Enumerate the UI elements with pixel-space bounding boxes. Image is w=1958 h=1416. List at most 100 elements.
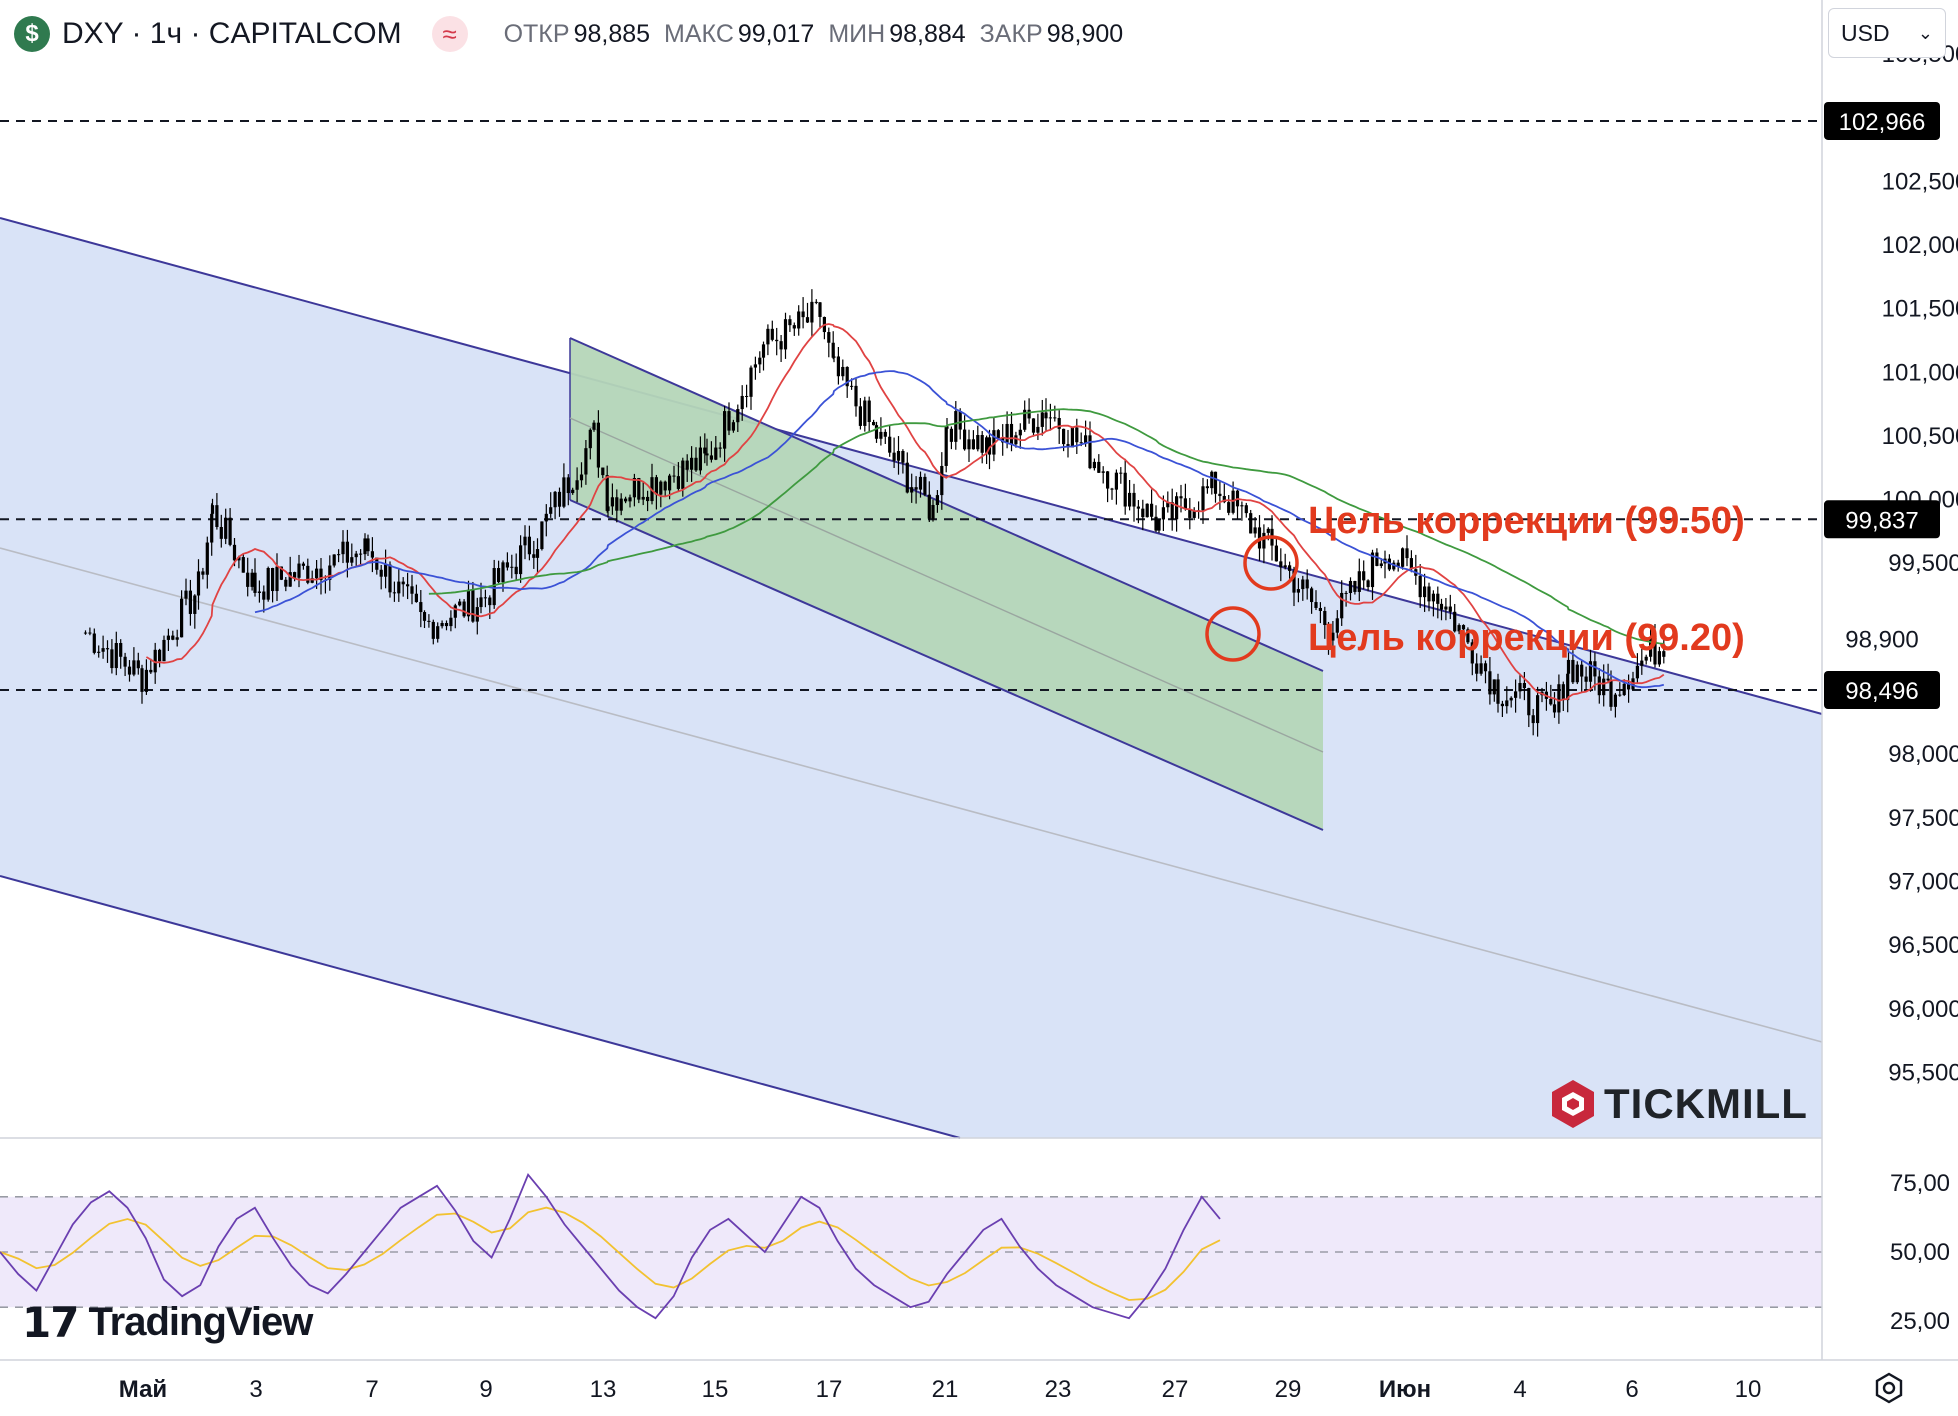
high-label: МАКС: [664, 19, 734, 48]
price-tick-label: 97,500: [1888, 805, 1958, 832]
candle-body: [1436, 593, 1440, 604]
candle-body: [705, 453, 709, 456]
candle-body: [1362, 571, 1366, 581]
candle-body: [1136, 506, 1140, 509]
price-badge-bg: [1824, 500, 1940, 539]
candle-body: [1640, 660, 1644, 666]
candle-body: [863, 400, 867, 426]
candle-body: [488, 597, 492, 606]
candle-body: [663, 481, 667, 491]
candle-body: [458, 601, 462, 606]
candle-body: [379, 569, 383, 577]
open-value: 98,885: [573, 19, 651, 48]
candle-body: [1492, 679, 1496, 695]
candle-body: [1014, 435, 1018, 445]
candle-body: [1161, 507, 1165, 520]
candle-body: [359, 553, 363, 555]
candle-body: [262, 591, 266, 600]
candle-body: [1106, 471, 1110, 489]
candle-body: [945, 426, 949, 429]
price-tick-label: 100,500: [1882, 423, 1958, 450]
candle-body: [1183, 498, 1187, 510]
candle-body: [1566, 673, 1570, 701]
candle-body: [845, 366, 849, 387]
symbol-title[interactable]: DXY · 1ч · CAPITALCOM: [62, 17, 402, 50]
candle-body: [637, 478, 641, 500]
candle-body: [422, 612, 427, 621]
settings-icon[interactable]: [1872, 1371, 1906, 1405]
candle-body: [201, 571, 205, 575]
time-tick-label: 21: [932, 1376, 959, 1403]
candle-body: [628, 497, 632, 502]
candle-body: [1609, 680, 1613, 707]
candle-body: [1580, 664, 1584, 677]
candle-body: [935, 495, 939, 505]
candle-body: [337, 554, 341, 556]
candle-body: [1500, 703, 1504, 707]
candle-body: [250, 572, 254, 587]
candle-body: [606, 506, 610, 511]
candle-body: [1097, 461, 1101, 473]
price-badge: 98,900: [1845, 627, 1918, 654]
candle-body: [1479, 663, 1483, 674]
candle-body: [406, 584, 410, 587]
outer-channel-bottom-line: [0, 875, 961, 1139]
candle-body: [1175, 496, 1179, 520]
candle-body: [92, 633, 96, 653]
rsi-tick-label: 50,00: [1890, 1239, 1950, 1266]
candle-body: [1240, 505, 1244, 507]
candle-body: [681, 460, 685, 489]
candle-body: [571, 489, 575, 494]
candle-body: [836, 356, 840, 377]
candle-body: [319, 568, 323, 580]
candle-body: [253, 572, 257, 593]
candle-body: [740, 395, 744, 410]
time-tick-label: 17: [816, 1376, 843, 1403]
candle-body: [471, 589, 475, 622]
candle-body: [1522, 682, 1526, 689]
candle-body: [175, 637, 179, 640]
candle-body: [1375, 552, 1379, 566]
approx-wave-icon[interactable]: ≈: [431, 16, 468, 52]
candle-body: [575, 480, 579, 490]
target-circle-0: [1243, 535, 1299, 591]
currency-select[interactable]: USD ⌄: [1828, 8, 1946, 58]
candle-body: [1213, 471, 1218, 494]
candle-body: [1128, 492, 1132, 507]
candle-body: [596, 422, 600, 468]
candle-body: [944, 426, 948, 466]
candle-body: [83, 632, 88, 634]
candle-body: [731, 422, 735, 431]
candle-body: [1079, 442, 1083, 444]
candle-body: [297, 563, 301, 578]
candle-body: [1418, 575, 1422, 598]
price-tick-label: 96,500: [1888, 932, 1958, 959]
candle-body: [1205, 486, 1209, 489]
candle-body: [810, 301, 814, 323]
candle-body: [723, 411, 727, 449]
candle-body: [306, 565, 310, 583]
candle-body: [745, 395, 749, 397]
candle-body: [1536, 695, 1540, 724]
candle-body: [1027, 409, 1031, 419]
candle-body: [315, 568, 319, 579]
candle-body: [1461, 625, 1466, 630]
chevron-down-icon: ⌄: [1917, 23, 1933, 43]
candle-body: [1488, 671, 1492, 695]
candle-body: [1552, 704, 1557, 713]
candle-body: [980, 435, 984, 453]
candle-body: [279, 566, 283, 580]
candle-body: [158, 649, 162, 662]
target-label-1: Цель коррекции (99.20): [1308, 617, 1745, 659]
candle-body: [257, 591, 261, 593]
candle-body: [579, 474, 584, 481]
candle-body: [779, 341, 783, 350]
candle-body: [601, 467, 605, 476]
low-label: МИН: [828, 19, 886, 48]
candle-body: [310, 578, 314, 583]
candle-body: [350, 557, 354, 563]
candle-body: [1123, 472, 1127, 507]
candle-body: [505, 562, 509, 568]
candle-body: [1635, 665, 1639, 679]
